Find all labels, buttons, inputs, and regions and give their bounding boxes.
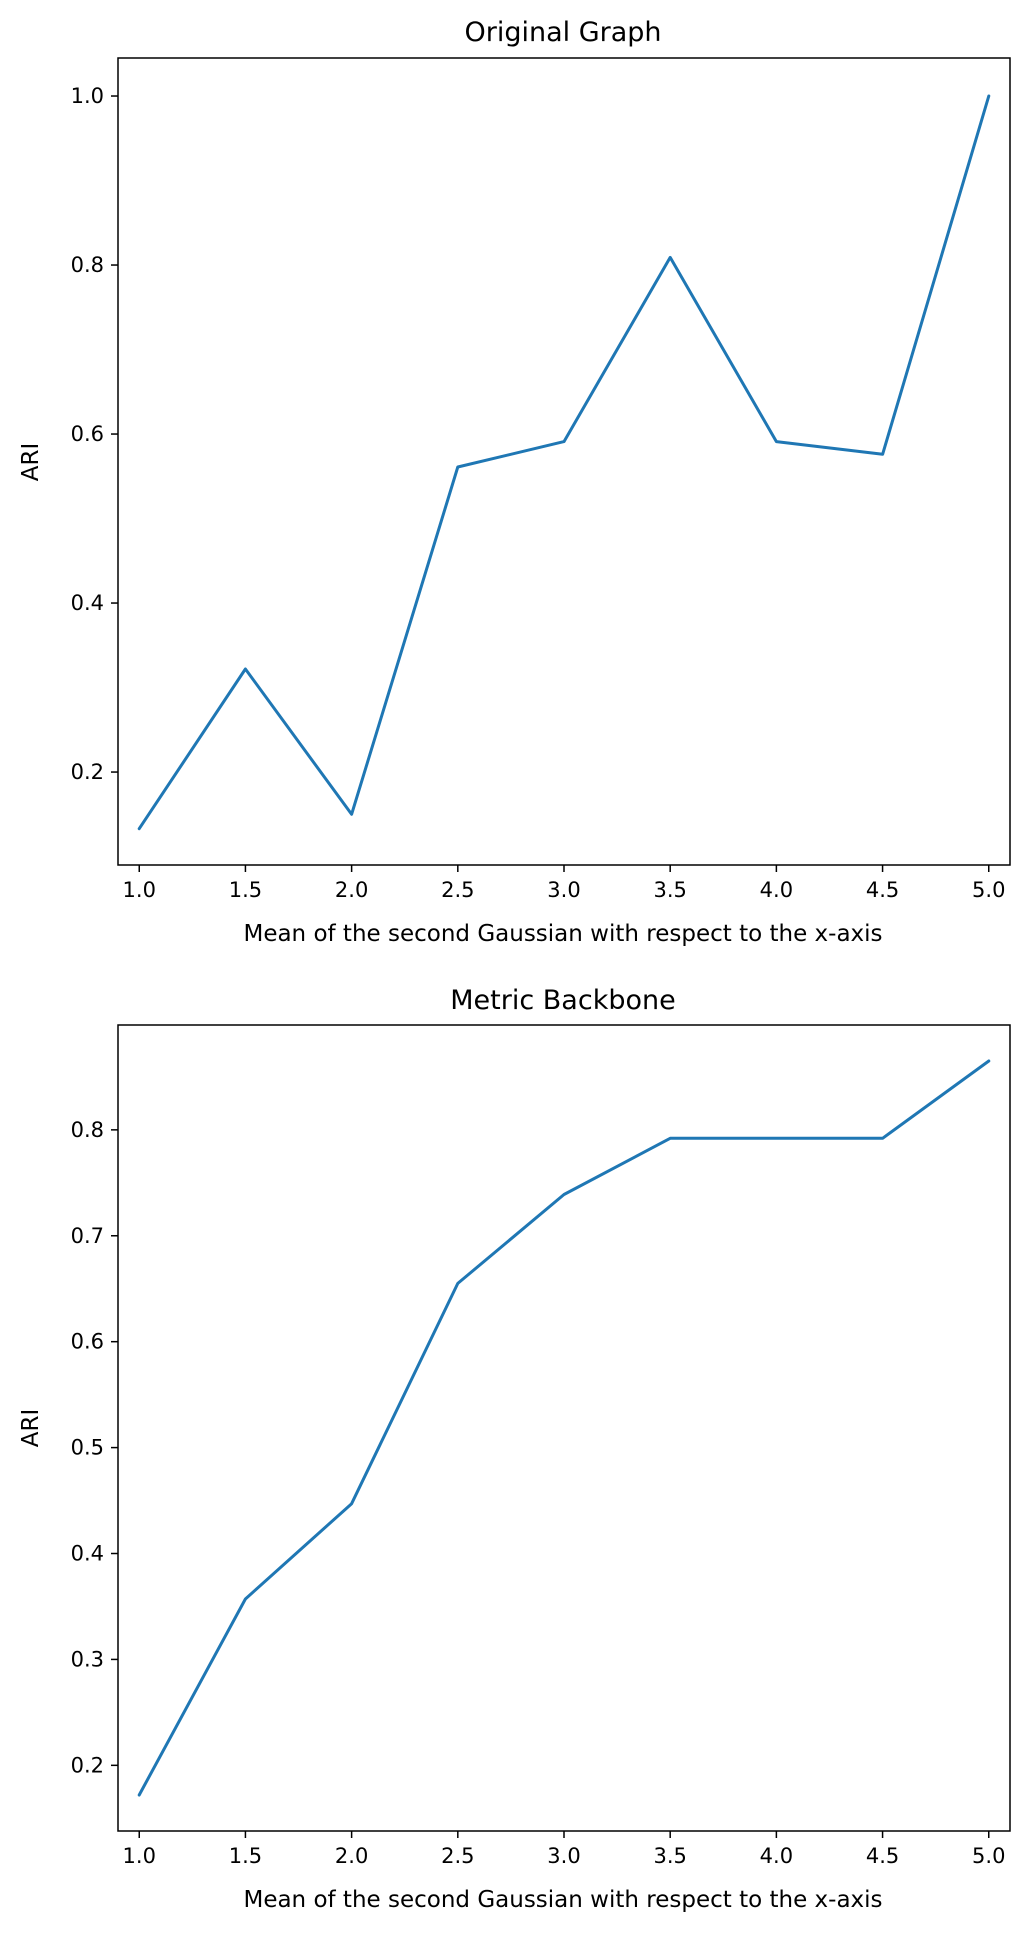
x-tick-label: 3.0 <box>547 878 580 902</box>
x-tick-label: 4.5 <box>866 1844 899 1868</box>
x-tick-label: 5.0 <box>972 1844 1005 1868</box>
series-line <box>137 1059 991 1797</box>
x-tick-label: 1.0 <box>123 1844 156 1868</box>
x-axis: 1.0 1.5 2.0 2.5 3.0 3.5 4.0 4.5 5.0 <box>123 865 1005 902</box>
y-tick-label: 0.4 <box>71 1542 104 1566</box>
chart-metric-backbone: Metric Backbone 1.0 1.5 2.0 2.5 3.0 3.5 4.0 4.5… <box>18 985 1011 1913</box>
x-tick-label: 1.5 <box>229 878 262 902</box>
y-tick-label: 0.3 <box>71 1647 104 1671</box>
y-axis: 0.2 0.3 0.4 0.5 0.6 0.7 0.8 <box>71 1118 118 1777</box>
y-axis: 0.2 0.4 0.6 0.8 1.0 <box>71 84 118 784</box>
y-tick-label: 0.6 <box>71 1330 104 1354</box>
x-tick-label: 1.5 <box>229 1844 262 1868</box>
x-tick-label: 4.0 <box>760 1844 793 1868</box>
x-tick-label: 2.5 <box>441 1844 474 1868</box>
y-tick-label: 0.2 <box>71 760 104 784</box>
chart-title: Original Graph <box>464 17 661 48</box>
x-tick-label: 2.0 <box>335 878 368 902</box>
x-tick-label: 2.0 <box>335 1844 368 1868</box>
y-tick-label: 0.2 <box>71 1753 104 1777</box>
y-tick-label: 0.7 <box>71 1224 104 1248</box>
y-tick-label: 0.8 <box>71 1118 104 1142</box>
chart-title: Metric Backbone <box>450 985 675 1016</box>
plot-frame <box>117 1024 1011 1832</box>
series-line <box>137 94 991 831</box>
y-tick-label: 0.4 <box>71 591 104 615</box>
chart-original-graph: Original Graph 1.0 1.5 2.0 2.5 3.0 3.5 4.0 4.5 5… <box>18 17 1011 947</box>
y-tick-label: 0.8 <box>71 253 104 277</box>
x-tick-label: 2.5 <box>441 878 474 902</box>
y-tick-label: 0.5 <box>71 1436 104 1460</box>
y-tick-label: 0.6 <box>71 422 104 446</box>
x-tick-label: 3.5 <box>653 878 686 902</box>
x-axis-label: Mean of the second Gaussian with respect… <box>243 921 882 947</box>
plot-frame <box>117 57 1011 866</box>
x-axis-label: Mean of the second Gaussian with respect… <box>243 1887 882 1913</box>
x-tick-label: 4.0 <box>760 878 793 902</box>
y-axis-label: ARI <box>18 443 44 482</box>
x-tick-label: 4.5 <box>866 878 899 902</box>
x-tick-label: 3.5 <box>653 1844 686 1868</box>
x-axis: 1.0 1.5 2.0 2.5 3.0 3.5 4.0 4.5 5.0 <box>123 1831 1005 1868</box>
x-tick-label: 3.0 <box>547 1844 580 1868</box>
x-tick-label: 5.0 <box>972 878 1005 902</box>
x-tick-label: 1.0 <box>123 878 156 902</box>
y-axis-label: ARI <box>18 1409 44 1448</box>
y-tick-label: 1.0 <box>71 84 104 108</box>
